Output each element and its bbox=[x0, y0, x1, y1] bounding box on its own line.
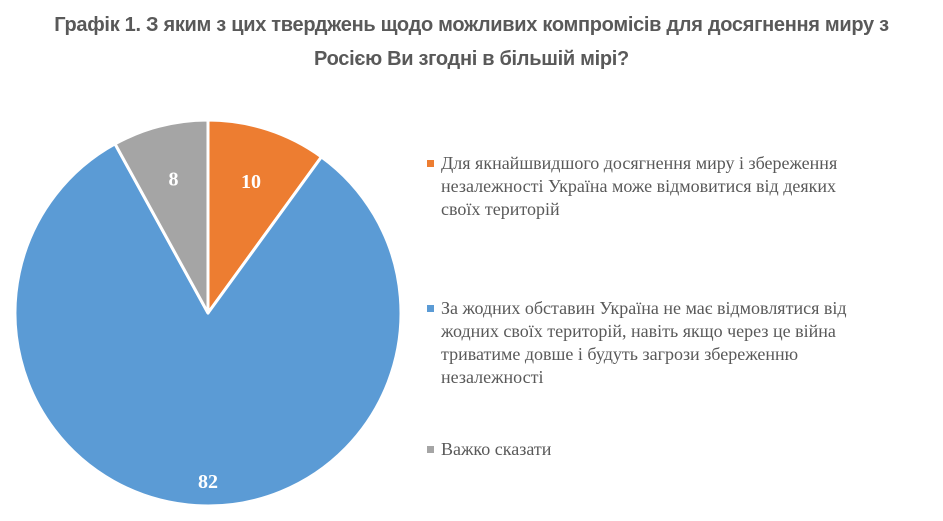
legend-item-no-concessions: За жодних обставин Україна не має відмов… bbox=[427, 297, 857, 389]
legend-marker-orange-icon bbox=[427, 160, 434, 167]
pie-slice-hard-to-say bbox=[113, 118, 210, 315]
legend-label: Важко сказати bbox=[441, 439, 552, 459]
pie-data-label: 8 bbox=[168, 168, 178, 190]
pie-data-label: 82 bbox=[198, 471, 218, 493]
legend-marker-blue-icon bbox=[427, 305, 434, 312]
legend-label: Для якнайшвидшого досягнення миру і збер… bbox=[441, 153, 838, 219]
pie-data-label: 10 bbox=[241, 171, 261, 193]
chart-title-line-2: Росією Ви згодні в більшій мірі? bbox=[314, 48, 629, 70]
legend-item-hard-to-say: Важко сказати bbox=[427, 438, 551, 461]
pie-slice-no-concessions bbox=[13, 142, 403, 508]
legend-marker-gray-icon bbox=[427, 446, 434, 453]
chart-title-line-1: Графік 1. З яким з цих тверджень щодо мо… bbox=[54, 14, 889, 36]
chart-title: Графік 1. З яким з цих тверджень щодо мо… bbox=[0, 8, 943, 76]
pie-slice-concede bbox=[206, 118, 323, 315]
legend-item-concede-territory: Для якнайшвидшого досягнення миру і збер… bbox=[427, 152, 857, 221]
legend-label: За жодних обставин Україна не має відмов… bbox=[441, 298, 847, 387]
